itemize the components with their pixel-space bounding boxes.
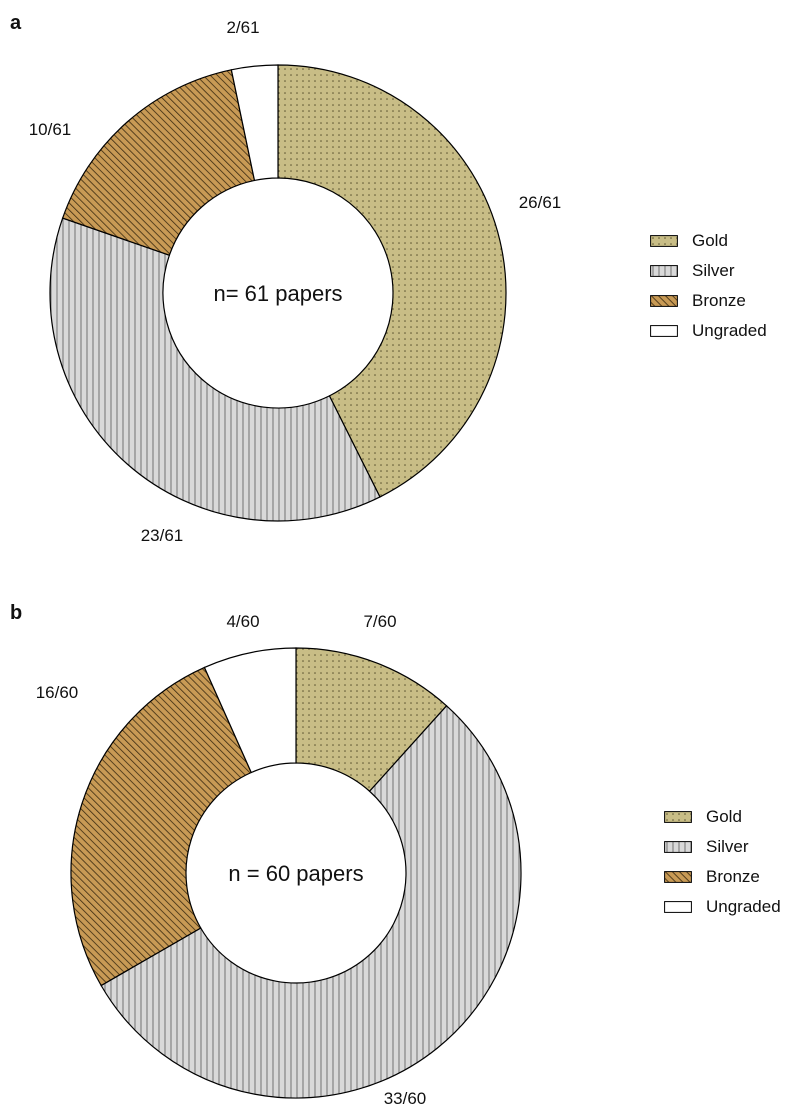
slice-label-gold: 7/60 (363, 612, 396, 631)
slice-label-silver: 23/61 (141, 526, 184, 545)
slice-silver (49, 217, 381, 522)
legend-item-bronze: Bronze (664, 862, 781, 892)
donut-chart: 7/60 33/60 16/60 4/60 n = 60 papers (36, 612, 522, 1108)
legend-label: Silver (706, 837, 749, 856)
legend-label: Ungraded (692, 321, 767, 340)
legend-label: Gold (692, 231, 728, 250)
donut-chart: 26/61 23/61 10/61 2/61 n= 61 papers (29, 18, 562, 545)
legend-label: Silver (692, 261, 735, 280)
chart-panel-b: b 7/60 33/60 16/60 4/60 n = 60 papers Gold Si… (0, 580, 799, 1118)
slice-label-ungraded: 4/60 (226, 612, 259, 631)
legend-item-ungraded: Ungraded (664, 892, 781, 922)
legend-swatch (650, 295, 678, 307)
legend-item-silver: Silver (650, 256, 767, 286)
slice-gold (277, 64, 507, 498)
legend-item-ungraded: Ungraded (650, 316, 767, 346)
legend-item-bronze: Bronze (650, 286, 767, 316)
chart-panel-a: a 26/61 23/61 10/61 2/61 n= 61 papers Gold Si… (10, 12, 767, 545)
slice-bronze (61, 69, 256, 256)
slice-label-bronze: 10/61 (29, 120, 72, 139)
slice-label-gold: 26/61 (519, 193, 562, 212)
legend-label: Bronze (692, 291, 746, 310)
legend: Gold Silver Bronze Ungraded (664, 802, 781, 922)
legend-item-gold: Gold (664, 802, 781, 832)
legend-swatch (664, 901, 692, 913)
slice-label-bronze: 16/60 (36, 683, 79, 702)
slice-label-silver: 33/60 (384, 1089, 427, 1108)
legend-swatch (664, 811, 692, 823)
legend-label: Bronze (706, 867, 760, 886)
slice-ungraded (230, 64, 279, 182)
panel-label: a (10, 12, 22, 34)
legend-swatch (664, 871, 692, 883)
legend-item-gold: Gold (650, 226, 767, 256)
slice-bronze (70, 666, 253, 987)
center-label: n = 60 papers (228, 861, 363, 886)
legend-swatch (650, 235, 678, 247)
legend-item-silver: Silver (664, 832, 781, 862)
panel-label: b (10, 602, 23, 624)
legend-swatch (650, 265, 678, 277)
legend-swatch (650, 325, 678, 337)
legend-label: Gold (706, 807, 742, 826)
legend-swatch (664, 841, 692, 853)
slice-silver (100, 704, 522, 1099)
legend-label: Ungraded (706, 897, 781, 916)
slice-label-ungraded: 2/61 (226, 18, 259, 37)
center-label: n= 61 papers (213, 281, 342, 306)
slice-ungraded (203, 647, 297, 774)
legend: Gold Silver Bronze Ungraded (650, 226, 767, 346)
